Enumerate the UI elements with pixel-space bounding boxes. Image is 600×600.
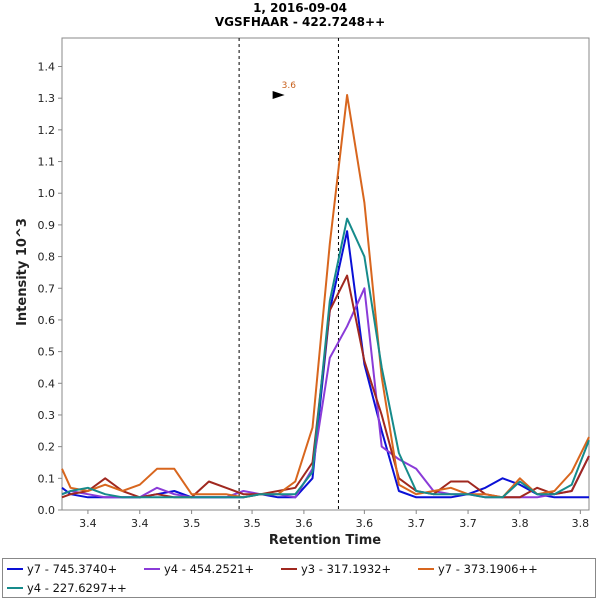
legend-label: y7 - 745.3740+: [27, 562, 118, 576]
legend-item: y4 - 227.6297++: [7, 580, 127, 596]
legend-swatch: [281, 568, 297, 570]
x-tick-label: 3.6: [356, 517, 374, 530]
chart-subtitle: VGSFHAAR - 422.7248++: [215, 15, 385, 29]
x-axis-ticks: 3.43.43.53.53.63.63.73.73.83.83.9: [79, 510, 590, 530]
y-tick-label: 1.4: [38, 61, 56, 74]
x-tick-label: 3.5: [243, 517, 261, 530]
legend-label: y3 - 317.1932+: [301, 562, 392, 576]
y-tick-label: 0.9: [38, 219, 56, 232]
series-lines: [61, 94, 590, 499]
y-tick-label: 0.7: [38, 282, 56, 295]
y-tick-label: 1.3: [38, 92, 56, 105]
y-tick-label: 1.2: [38, 124, 56, 137]
y-axis-label: Intensity 10^3: [15, 218, 30, 326]
x-tick-label: 3.4: [131, 517, 149, 530]
x-tick-label: 3.7: [407, 517, 425, 530]
x-tick-label: 3.7: [459, 517, 477, 530]
y-tick-label: 0.5: [38, 346, 56, 359]
y-tick-label: 1.1: [38, 156, 56, 169]
legend-swatch: [144, 568, 160, 570]
x-tick-label: 3.4: [79, 517, 97, 530]
x-tick-label: 3.6: [295, 517, 313, 530]
apex-marker: [272, 91, 285, 100]
apex-label: 3.6: [282, 81, 297, 91]
x-tick-label: 3.8: [572, 517, 590, 530]
legend-swatch: [7, 587, 23, 589]
chart-title: 1, 2016-09-04: [253, 1, 347, 15]
legend-swatch: [418, 568, 434, 570]
y-tick-label: 0.1: [38, 472, 56, 485]
y-tick-label: 0.6: [38, 314, 56, 327]
legend-item: y4 - 454.2521+: [144, 561, 254, 577]
y-tick-label: 0.8: [38, 251, 56, 264]
y-tick-label: 1.0: [38, 187, 56, 200]
legend-item: y7 - 745.3740+: [7, 561, 117, 577]
y-tick-label: 0.2: [38, 441, 56, 454]
legend-item: y3 - 317.1932+: [281, 561, 391, 577]
series-line: [61, 217, 590, 499]
x-tick-label: 3.8: [511, 517, 529, 530]
legend-label: y7 - 373.1906++: [438, 562, 538, 576]
plot-area: [61, 37, 590, 511]
x-tick-label: 3.5: [183, 517, 201, 530]
chart-legend: y7 - 745.3740+ y4 - 454.2521+ y3 - 317.193…: [2, 558, 596, 598]
legend-swatch: [7, 568, 23, 570]
apex-annotation: 3.6: [272, 81, 297, 100]
legend-label: y4 - 454.2521+: [164, 562, 255, 576]
y-tick-label: 0.3: [38, 409, 56, 422]
y-tick-label: 0.4: [38, 377, 56, 390]
y-axis-ticks: 0.0 0.1 0.2 0.3 0.4 0.5 0.6 0.7 0.8 0.9 1.0 1.1 1.2 1…: [38, 61, 62, 517]
x-axis-label: Retention Time: [269, 533, 381, 548]
legend-label: y4 - 227.6297++: [27, 581, 127, 595]
y-tick-label: 0.0: [38, 504, 56, 517]
legend-item: y7 - 373.1906++: [418, 561, 538, 577]
